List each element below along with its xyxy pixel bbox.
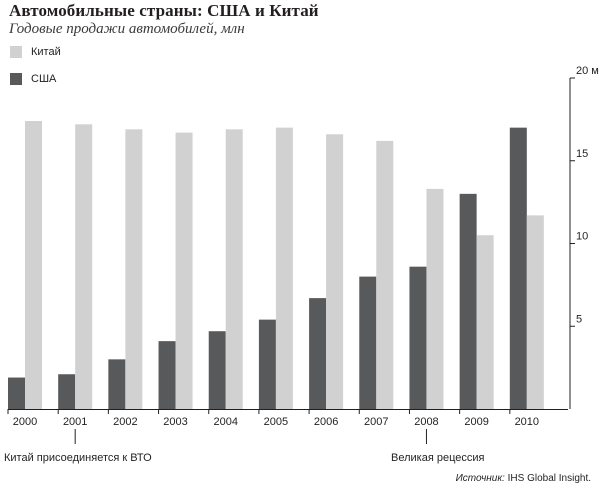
bar-usa-2001 [58, 374, 76, 409]
bar-usa-2002 [108, 359, 126, 409]
y-tick-label-20: 20 м [576, 65, 599, 77]
x-tick-label-2009: 2009 [464, 416, 488, 428]
x-tick-label-2004: 2004 [213, 416, 237, 428]
x-tick-label-2000: 2000 [13, 416, 37, 428]
bar-usa-2004 [208, 331, 226, 409]
legend-swatch-china [10, 46, 22, 58]
annotation-recession: Великая рецессия [391, 452, 485, 464]
bar-usa-2008 [409, 266, 427, 409]
legend-label-china: Китай [31, 46, 61, 58]
bar-china-2010 [526, 215, 544, 409]
bar-china-2004 [225, 129, 243, 409]
y-tick-label-15: 15 [576, 148, 588, 160]
annotation-wto: Китай присоединяется к ВТО [4, 452, 152, 464]
x-tick-label-2005: 2005 [264, 416, 288, 428]
bar-china-2008 [426, 188, 444, 409]
x-tick-label-2003: 2003 [163, 416, 187, 428]
bar-china-2005 [275, 127, 293, 410]
legend-swatch-usa [10, 73, 22, 85]
x-tick-label-2007: 2007 [364, 416, 388, 428]
source-prefix: Источник: [455, 473, 505, 484]
bar-china-2009 [476, 235, 494, 409]
x-tick-label-2006: 2006 [314, 416, 338, 428]
bar-usa-2009 [459, 193, 477, 409]
legend-item-china: Китай [10, 46, 61, 58]
y-tick-label-10: 10 [576, 231, 588, 243]
bar-usa-2010 [509, 127, 527, 410]
bar-china-2001 [75, 124, 93, 409]
x-tick-label-2001: 2001 [63, 416, 87, 428]
bar-china-2007 [376, 140, 394, 409]
source-note: Источник: IHS Global Insight. [456, 473, 591, 484]
bar-china-2003 [175, 132, 193, 410]
bar-usa-2006 [309, 298, 327, 409]
chart-subtitle: Годовые продажи автомобилей, млн [9, 21, 245, 37]
chart-title: Автомобильные страны: США и Китай [9, 1, 319, 20]
bar-china-2006 [326, 134, 344, 409]
bar-usa-2005 [258, 319, 276, 409]
bar-usa-2000 [8, 377, 25, 409]
legend-label-usa: США [31, 73, 57, 85]
bar-usa-2003 [158, 341, 176, 409]
bar-china-2002 [125, 129, 143, 409]
x-tick-label-2008: 2008 [414, 416, 438, 428]
bar-china-2000 [25, 121, 42, 409]
source-text: IHS Global Insight. [504, 473, 591, 484]
x-tick-label-2002: 2002 [113, 416, 137, 428]
legend-item-usa: США [10, 73, 56, 85]
x-tick-label-2010: 2010 [515, 416, 539, 428]
bar-usa-2007 [359, 276, 377, 409]
y-tick-label-5: 5 [576, 313, 582, 325]
